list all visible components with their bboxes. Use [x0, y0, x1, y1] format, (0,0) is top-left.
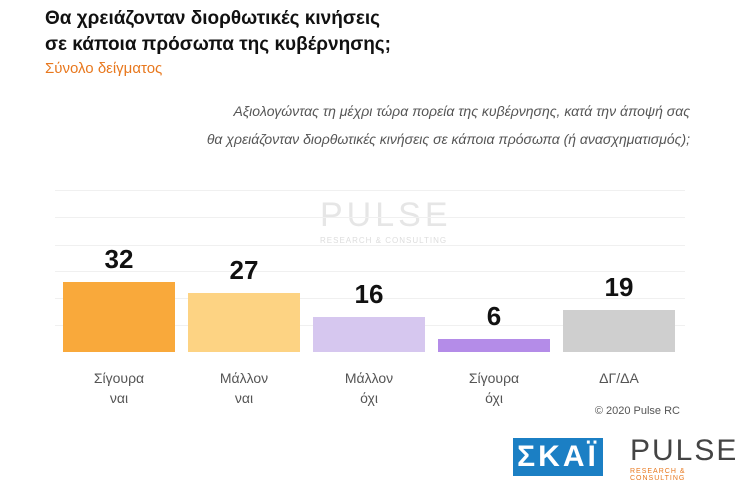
x-tick-label: ΔΓ/ΔΑ — [599, 370, 639, 386]
bar — [438, 338, 550, 352]
bar — [188, 292, 300, 352]
value-label: 27 — [229, 254, 259, 285]
value-label: 32 — [104, 243, 134, 274]
watermark: PULSE — [320, 196, 452, 234]
decor-line — [55, 245, 685, 246]
logo-tagline: RESEARCH & CONSULTING — [630, 468, 686, 482]
x-tick-label: Μάλλον ναι — [219, 370, 269, 406]
x-tick-label: Σίγουρα όχι — [468, 370, 520, 406]
bar — [63, 281, 175, 352]
watermark-tagline: RESEARCH & CONSULTING — [320, 236, 448, 245]
question: Αξιολογώντας τη μέχρι τώρα πορεία της κυ… — [206, 103, 690, 147]
decor-line — [55, 217, 685, 218]
decor-line — [55, 190, 685, 191]
bar — [313, 316, 425, 352]
value-label: 16 — [354, 278, 384, 309]
x-tick-label: Μάλλον όχι — [344, 370, 394, 406]
chart-subtitle: Σύνολο δείγματος — [45, 60, 163, 77]
decor-line — [55, 298, 685, 299]
decor-line — [55, 271, 685, 272]
value-label: 19 — [604, 272, 634, 303]
logo-pollster: PULSE — [630, 434, 735, 467]
logo-broadcaster: ΣΚΑΪ — [513, 438, 603, 476]
value-label: 6 — [486, 300, 502, 331]
chart-title: Θα χρειάζονταν διορθωτικές κινήσεις σε κ… — [45, 8, 392, 55]
bar — [563, 310, 675, 352]
copyright: © 2020 Pulse RC — [594, 405, 680, 417]
x-tick-label: Σίγουρα ναι — [93, 370, 145, 406]
